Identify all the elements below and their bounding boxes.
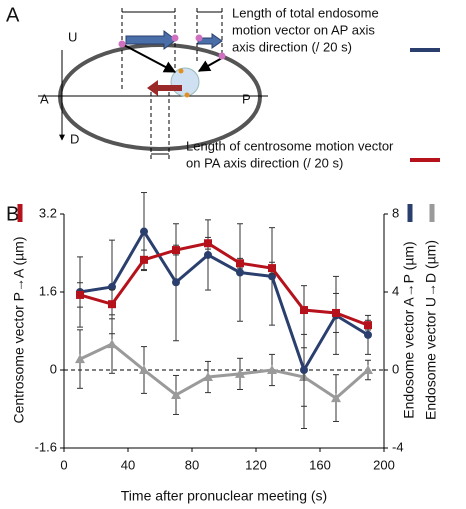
panel-label: A [6,4,20,26]
marker [107,339,117,349]
axis-title: Centrosome vector P→A (µm) [11,236,27,423]
marker [172,246,180,255]
y-tick-label: 3.2 [39,205,57,220]
marker [204,239,212,248]
x-tick-label: 120 [245,457,267,472]
marker [139,365,149,374]
marker [235,368,245,378]
x-tick-label: 200 [373,457,395,472]
marker [172,278,180,287]
axis-label: U [68,29,77,44]
y-tick-label: -1.6 [35,439,57,454]
y2-tick-label: 8 [392,205,399,220]
endosome-arrow [125,30,177,50]
x-axis-label: Time after pronuclear meeting (s) [121,488,327,504]
motion-arrow [123,44,177,73]
marker [332,308,340,317]
endosome [118,40,126,48]
series-line [79,241,369,327]
marker [267,365,277,374]
y2-tick-label: 0 [392,361,399,376]
y-tick-label: 0 [50,361,57,376]
marker [363,365,373,374]
centrosome-text: on PA axis direction (/ 20 s) [186,155,343,170]
endosome-text: Length of total endosome [232,5,379,20]
brackets [122,11,222,155]
series-line [79,228,369,374]
marker [76,290,84,299]
marker [171,389,181,399]
marker [300,306,308,315]
marker [203,372,213,382]
centriole [184,92,190,98]
cell-outline [58,43,262,151]
motion-arrow [197,57,223,72]
x-tick-label: 80 [185,457,199,472]
marker [204,250,212,259]
endosome-text: axis direction (/ 20 s) [232,39,352,54]
y-tick-label: 1.6 [39,283,57,298]
marker [108,282,116,291]
endosome-arrow [197,33,223,49]
marker [140,255,148,264]
centriole [178,68,184,74]
centrosome-arrow [147,80,182,96]
series-line [79,342,369,400]
axis-title: Endosome vector U→D (µm) [423,240,439,420]
axis-title: Endosome vector A→P (µm) [401,241,417,418]
endosome-text: motion vector on AP axis [232,22,375,37]
endosome [171,34,179,42]
marker [236,268,244,277]
x-tick-label: 40 [121,457,135,472]
endosome [195,34,203,42]
marker [268,264,276,273]
endosome [218,52,226,60]
x-tick-label: 160 [309,457,331,472]
axis-label: P [242,91,251,106]
y2-tick-label: -4 [392,439,404,454]
marker [140,227,148,236]
diagram: U D A P Length of total endosome motion … [38,5,440,170]
marker [75,354,85,364]
marker [364,330,372,339]
y2-tick-label: 4 [392,283,399,298]
panel-label: B [6,203,19,225]
centrosome-text: Length of centrosome motion vector [186,138,394,153]
centrosome [170,67,200,97]
axis-label: A [40,91,49,106]
axis-label: D [70,131,79,146]
marker [331,393,341,403]
marker [108,300,116,309]
marker [364,321,372,330]
x-tick-label: 0 [60,457,67,472]
marker [300,366,308,374]
marker [236,259,244,268]
